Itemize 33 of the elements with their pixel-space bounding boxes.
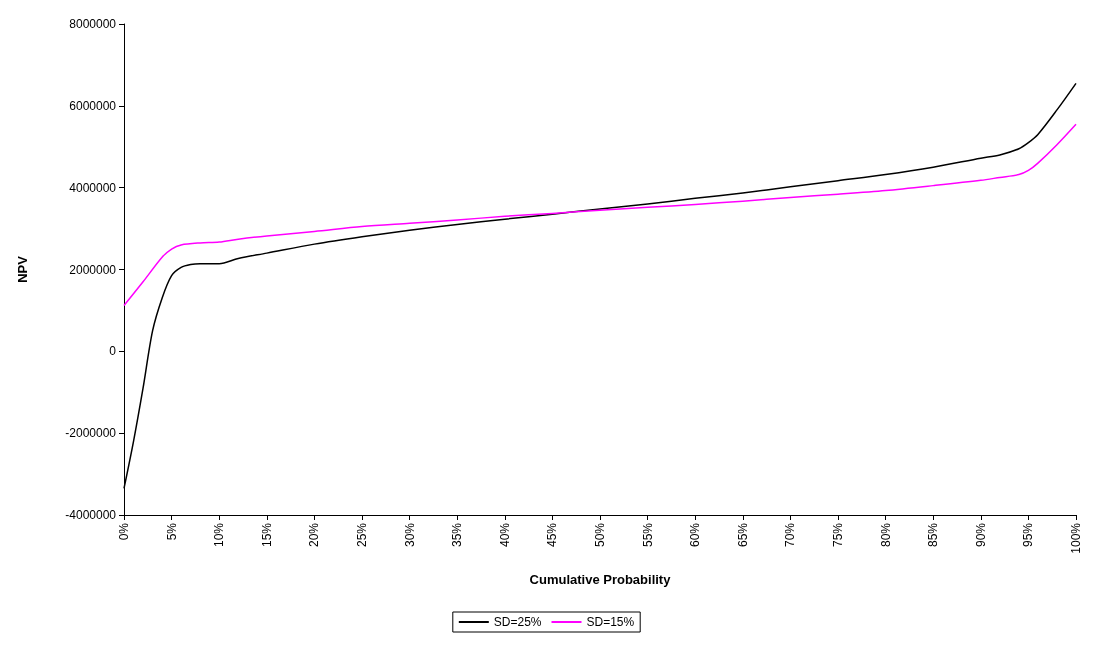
x-tick-label: 60%: [688, 522, 703, 548]
x-tick-label: 15%: [259, 522, 274, 548]
y-tick-label: 6000000: [69, 98, 117, 113]
x-axis-title: Cumulative Probability: [529, 572, 672, 587]
x-tick-label: 50%: [593, 522, 607, 548]
x-tick-label: 90%: [973, 522, 988, 548]
x-tick-label: 95%: [1021, 522, 1036, 548]
x-tick-label: 5%: [164, 522, 179, 541]
x-tick-label: 65%: [735, 522, 750, 548]
x-tick-label: 75%: [831, 522, 845, 548]
y-tick-label: 2000000: [69, 262, 117, 277]
y-tick-label: -4000000: [65, 508, 117, 522]
y-tick-label: -2000000: [65, 426, 117, 441]
y-tick-label: 0: [109, 344, 117, 359]
x-tick-label: 80%: [878, 522, 893, 548]
x-tick-label: 35%: [450, 522, 465, 548]
x-tick-label: 70%: [783, 522, 798, 548]
x-tick-label: 0%: [117, 522, 131, 541]
x-tick-label: 100%: [1069, 522, 1083, 554]
legend-label: SD=25%: [493, 615, 542, 629]
line-series: [123, 123, 1077, 307]
x-tick-label: 45%: [545, 522, 560, 548]
y-tick-label: 8000000: [69, 17, 117, 31]
x-tick-label: 30%: [402, 522, 417, 548]
x-tick-label: 10%: [212, 522, 227, 548]
x-tick-label: 55%: [640, 522, 655, 548]
legend-label: SD=15%: [586, 615, 635, 629]
x-tick-label: 25%: [355, 522, 369, 548]
y-tick-label: 4000000: [69, 180, 117, 195]
x-tick-label: 40%: [497, 522, 512, 548]
y-axis-title: NPV: [15, 255, 30, 283]
x-tick-label: 20%: [307, 522, 322, 548]
x-tick-label: 85%: [926, 522, 941, 548]
